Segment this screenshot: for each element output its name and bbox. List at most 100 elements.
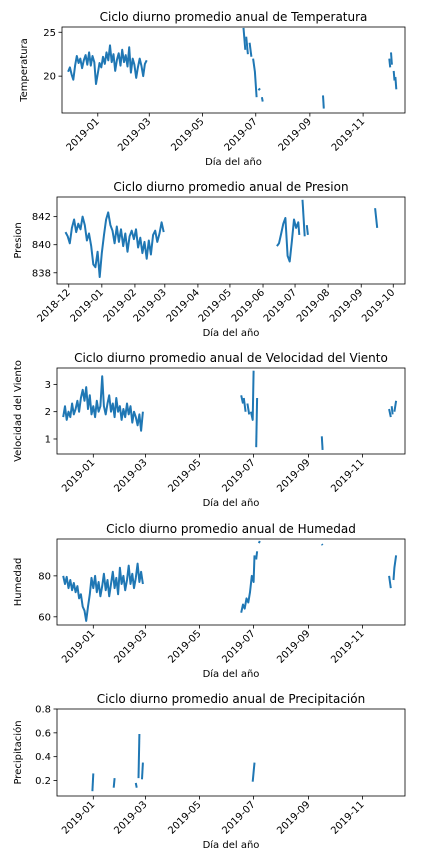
x-tick-label: 2019-05 bbox=[166, 799, 203, 836]
series-line-segment bbox=[67, 44, 148, 85]
x-tick-label: 2019-05 bbox=[169, 116, 206, 153]
x-tick-label: 2019-03 bbox=[112, 457, 149, 494]
series-line-segment bbox=[392, 70, 396, 81]
x-tick-label: 2019-10 bbox=[360, 287, 397, 324]
series-line-segment bbox=[242, 27, 247, 50]
x-axis-label: Día del año bbox=[203, 327, 260, 339]
x-tick-label: 2019-11 bbox=[329, 628, 366, 665]
chart-4: Ciclo diurno promedio anual de Humedad 60… bbox=[13, 522, 406, 680]
series-line-segment bbox=[388, 575, 392, 589]
x-tick-label: 2019-03 bbox=[132, 287, 169, 324]
x-tick-label: 2019-03 bbox=[112, 799, 149, 836]
x-tick-label: 2019-01 bbox=[60, 457, 97, 494]
x-axis-label: Día del año bbox=[203, 497, 260, 509]
x-tick-label: 2019-07 bbox=[262, 287, 299, 324]
x-tick-label: 2019-05 bbox=[197, 287, 234, 324]
y-tick-label: 60 bbox=[38, 612, 51, 623]
x-tick-label: 2019-01 bbox=[65, 116, 102, 153]
series-group bbox=[62, 370, 398, 450]
x-tick-label: 2019-07 bbox=[220, 457, 257, 494]
x-tick-label: 2019-11 bbox=[329, 457, 366, 494]
series-line-segment bbox=[305, 224, 309, 236]
x-tick-label: 2019-01 bbox=[60, 628, 97, 665]
y-axis-label: Precipitación bbox=[12, 720, 24, 784]
y-tick-label: 25 bbox=[43, 28, 56, 39]
x-tick-label: 2019-09 bbox=[275, 628, 312, 665]
x-tick-label: 2019-08 bbox=[295, 287, 332, 324]
x-tick-label: 2019-09 bbox=[275, 457, 312, 494]
y-axis-label: Humedad bbox=[13, 558, 24, 607]
series-line-segment bbox=[392, 555, 398, 581]
series-line-segment bbox=[321, 543, 324, 546]
x-axis-label: Día del año bbox=[205, 156, 262, 168]
series-line-segment bbox=[388, 58, 392, 68]
x-tick-label: 2019-07 bbox=[223, 116, 260, 153]
plot-frame bbox=[56, 196, 406, 285]
series-line-segment bbox=[390, 52, 393, 65]
x-tick-label: 2019-09 bbox=[277, 116, 314, 153]
series-line-segment bbox=[141, 762, 144, 780]
x-axis-label: Día del año bbox=[203, 668, 260, 680]
series-line-segment bbox=[388, 408, 392, 418]
series-line-segment bbox=[322, 95, 325, 109]
x-tick-label: 2019-03 bbox=[112, 628, 149, 665]
series-line-segment bbox=[394, 76, 398, 90]
chart-title: Ciclo diurno promedio anual de Temperatu… bbox=[100, 10, 368, 24]
y-axis-label: Presion bbox=[13, 222, 24, 258]
x-tick-label: 2019-01 bbox=[69, 287, 106, 324]
series-line-segment bbox=[64, 211, 165, 278]
chart-title: Ciclo diurno promedio anual de Humedad bbox=[106, 522, 356, 536]
series-line-segment bbox=[137, 733, 141, 779]
x-tick-label: 2019-07 bbox=[220, 799, 257, 836]
series-line-segment bbox=[251, 762, 256, 782]
x-tick-label: 2019-09 bbox=[275, 799, 312, 836]
plot-frame bbox=[61, 26, 406, 114]
series-group bbox=[91, 733, 256, 792]
y-tick-label: 0.8 bbox=[35, 705, 51, 716]
series-line-segment bbox=[62, 562, 144, 622]
plot-frame bbox=[56, 708, 406, 797]
chart-title: Ciclo diurno promedio anual de Presion bbox=[113, 180, 348, 194]
series-line-segment bbox=[255, 551, 259, 560]
series-line-segment bbox=[255, 397, 259, 448]
y-tick-label: 0.2 bbox=[35, 776, 51, 787]
series-line-segment bbox=[242, 397, 247, 412]
series-line-segment bbox=[320, 436, 324, 450]
x-tick-label: 2019-07 bbox=[220, 628, 257, 665]
chart-title: Ciclo diurno promedio anual de Precipita… bbox=[97, 692, 365, 706]
series-line-segment bbox=[62, 375, 144, 432]
y-tick-label: 2 bbox=[45, 407, 51, 418]
chart-1: Ciclo diurno promedio anual de Temperatu… bbox=[19, 10, 406, 168]
y-tick-label: 1 bbox=[45, 434, 51, 445]
series-line-segment bbox=[246, 403, 251, 415]
series-line-segment bbox=[91, 773, 95, 792]
x-axis-label: Día del año bbox=[203, 839, 260, 851]
series-line-segment bbox=[248, 42, 253, 57]
x-tick-label: 2019-01 bbox=[60, 799, 97, 836]
x-tick-label: 2019-09 bbox=[328, 287, 365, 324]
x-tick-label: 2019-04 bbox=[165, 287, 202, 324]
series-line-segment bbox=[374, 208, 379, 229]
y-tick-label: 20 bbox=[43, 72, 56, 83]
series-group bbox=[67, 27, 398, 109]
series-group bbox=[62, 540, 398, 622]
series-line-segment bbox=[134, 782, 138, 788]
x-tick-label: 2019-03 bbox=[116, 116, 153, 153]
y-tick-label: 3 bbox=[45, 380, 51, 391]
x-tick-label: 2019-05 bbox=[166, 628, 203, 665]
y-tick-label: 838 bbox=[32, 268, 51, 279]
chart-3: Ciclo diurno promedio anual de Velocidad… bbox=[13, 351, 406, 509]
y-tick-label: 0.4 bbox=[35, 752, 51, 763]
chart-title: Ciclo diurno promedio anual de Velocidad… bbox=[74, 351, 388, 365]
series-group bbox=[64, 199, 379, 278]
y-tick-label: 0.6 bbox=[35, 728, 51, 739]
x-tick-label: 2019-11 bbox=[329, 799, 366, 836]
x-tick-label: 2018-12 bbox=[36, 287, 73, 324]
y-tick-label: 80 bbox=[38, 571, 51, 582]
y-tick-label: 842 bbox=[32, 212, 51, 223]
y-axis-label: Temperatura bbox=[19, 38, 30, 103]
series-line-segment bbox=[257, 540, 261, 544]
series-line-segment bbox=[260, 97, 264, 102]
x-tick-label: 2019-06 bbox=[230, 287, 267, 324]
